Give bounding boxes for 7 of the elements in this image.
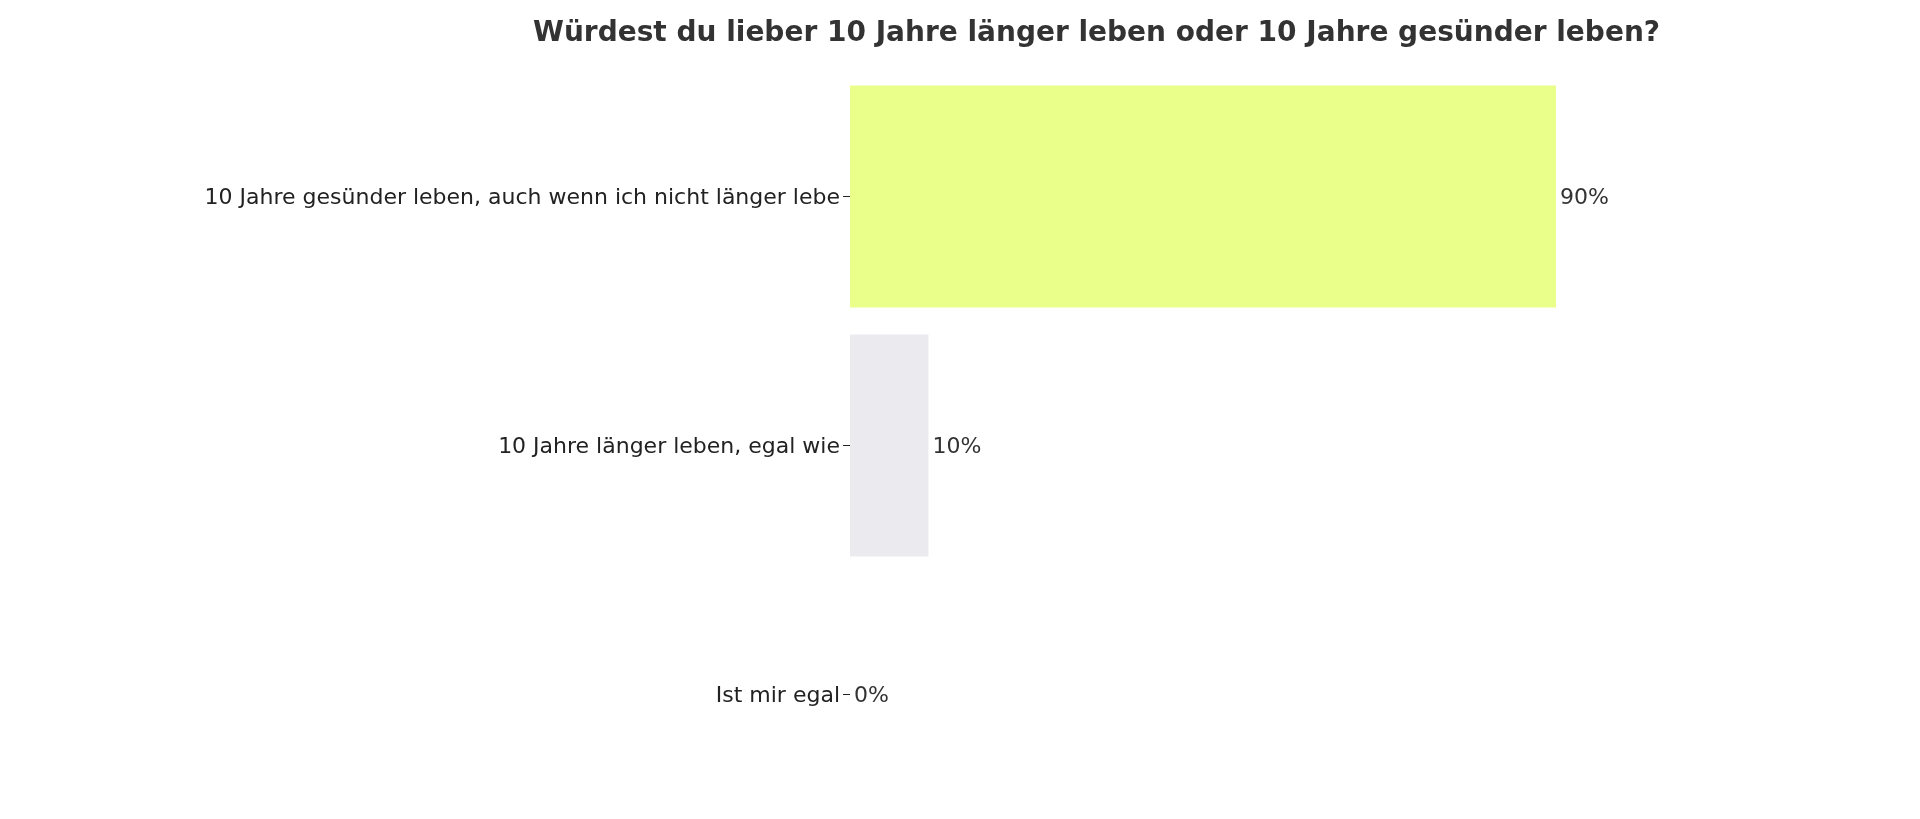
y-tick-label: Ist mir egal: [715, 682, 840, 707]
data-label: 90%: [1560, 184, 1609, 209]
y-tick-label: 10 Jahre gesünder leben, auch wenn ich nicht länger lebe: [204, 184, 840, 209]
data-label: 0%: [854, 682, 889, 707]
y-tick-label: 10 Jahre länger leben, egal wie: [498, 433, 840, 458]
data-label: 10%: [932, 433, 982, 458]
chart-title: Würdest du lieber 10 Jahre länger leben oder 10 Jahre gesünder leben?: [533, 14, 1661, 48]
